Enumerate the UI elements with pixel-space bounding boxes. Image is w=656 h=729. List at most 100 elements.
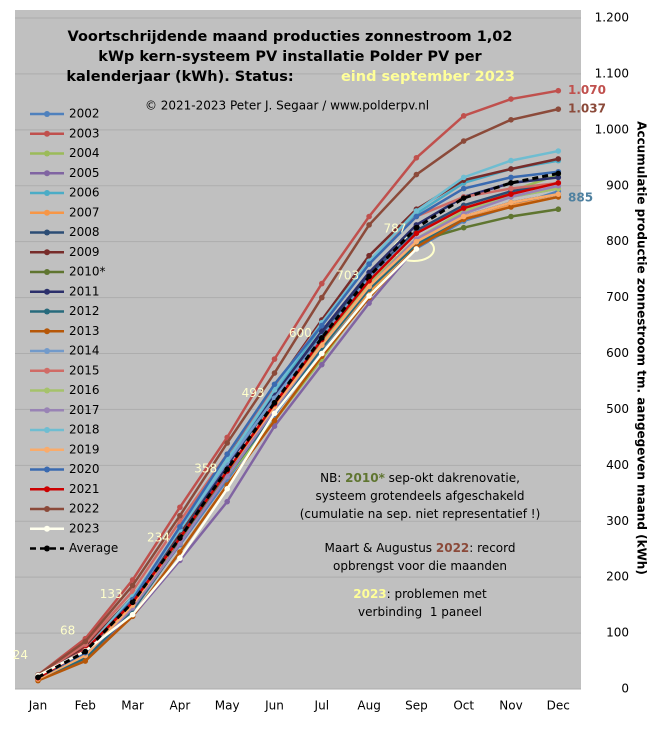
series-line bbox=[37, 107, 559, 677]
note: (cumulatie na sep. niet representatief !… bbox=[300, 507, 541, 521]
y-tick-label: 600 bbox=[606, 346, 629, 360]
x-tick-label: Nov bbox=[499, 699, 522, 713]
data-label: 787 bbox=[383, 221, 406, 235]
point bbox=[319, 328, 325, 334]
point bbox=[129, 611, 136, 618]
point bbox=[508, 213, 514, 220]
series-line bbox=[37, 192, 559, 681]
note: verbinding 1 paneel bbox=[358, 605, 482, 619]
legend-marker bbox=[44, 209, 50, 216]
x-tick-label: Jun bbox=[264, 699, 284, 713]
point bbox=[35, 674, 41, 681]
point bbox=[319, 322, 325, 329]
point bbox=[366, 293, 372, 299]
point bbox=[508, 157, 514, 164]
point bbox=[319, 294, 325, 301]
end-label: 1.037 bbox=[568, 102, 606, 116]
legend-label: 2015 bbox=[69, 363, 100, 377]
y-tick-label: 0 bbox=[621, 682, 629, 696]
point bbox=[271, 417, 278, 424]
point bbox=[366, 273, 372, 280]
note: systeem grotendeels afgeschakeld bbox=[316, 489, 525, 503]
legend-label: 2023 bbox=[69, 521, 100, 535]
point bbox=[413, 154, 420, 161]
legend-label: 2006 bbox=[69, 186, 100, 200]
x-tick-label: Apr bbox=[170, 699, 191, 713]
point bbox=[508, 191, 514, 197]
note: NB: 2010* sep-okt dakrenovatie, bbox=[320, 471, 520, 485]
point bbox=[224, 451, 230, 457]
point bbox=[271, 399, 278, 406]
x-tick-label: Oct bbox=[453, 699, 474, 713]
point bbox=[460, 205, 467, 211]
point bbox=[555, 148, 562, 154]
x-tick-label: Jul bbox=[314, 699, 329, 713]
point bbox=[460, 185, 467, 192]
point bbox=[177, 555, 183, 561]
point bbox=[366, 300, 372, 306]
legend-label: 2020 bbox=[69, 462, 100, 476]
point bbox=[177, 535, 183, 541]
legend-marker bbox=[44, 269, 50, 275]
point bbox=[224, 466, 230, 473]
legend-label: 2005 bbox=[69, 166, 100, 180]
x-tick-label: Sep bbox=[405, 699, 428, 713]
point bbox=[224, 440, 230, 446]
point bbox=[460, 174, 467, 181]
legend-label: 2007 bbox=[69, 205, 100, 219]
legend-label: 2011 bbox=[69, 284, 100, 298]
chart-title: Voortschrijdende maand producties zonnes… bbox=[68, 29, 513, 45]
legend-label: Average bbox=[69, 541, 118, 555]
legend-marker bbox=[44, 288, 50, 295]
legend-marker bbox=[44, 249, 50, 256]
point bbox=[508, 116, 514, 123]
series-line bbox=[37, 195, 559, 682]
x-tick-label: May bbox=[215, 699, 240, 713]
point bbox=[177, 504, 183, 511]
chart-title: kWp kern-systeem PV installatie Polder P… bbox=[98, 49, 482, 65]
legend-label: 2014 bbox=[69, 344, 100, 358]
y-tick-label: 1.200 bbox=[595, 11, 629, 25]
data-label: 133 bbox=[100, 587, 123, 601]
x-tick-label: Dec bbox=[547, 699, 570, 713]
point bbox=[460, 195, 467, 201]
point bbox=[366, 222, 372, 228]
legend-label: 2009 bbox=[69, 245, 100, 259]
point bbox=[413, 230, 420, 237]
y-tick-label: 400 bbox=[606, 458, 629, 472]
point bbox=[460, 224, 467, 231]
point bbox=[366, 283, 372, 290]
point bbox=[129, 588, 136, 594]
legend-marker bbox=[44, 446, 50, 453]
x-tick-label: Mar bbox=[121, 699, 144, 713]
point bbox=[555, 191, 562, 197]
legend-label: 2021 bbox=[69, 482, 100, 496]
point bbox=[508, 166, 514, 172]
legend-marker bbox=[44, 190, 50, 196]
legend-marker bbox=[44, 170, 50, 177]
point bbox=[460, 138, 467, 144]
plot-area bbox=[15, 10, 581, 689]
legend-label: 2010* bbox=[69, 265, 106, 279]
point bbox=[508, 199, 514, 206]
point bbox=[508, 180, 514, 186]
legend-label: 2004 bbox=[69, 146, 100, 160]
legend-marker bbox=[44, 506, 50, 512]
point bbox=[319, 361, 325, 368]
point bbox=[366, 269, 372, 276]
point bbox=[224, 486, 230, 492]
point bbox=[82, 638, 89, 645]
copyright: © 2021-2023 Peter J. Segaar / www.polder… bbox=[145, 99, 429, 113]
legend-marker bbox=[44, 407, 50, 414]
data-label: 493 bbox=[242, 386, 265, 400]
legend-marker bbox=[44, 348, 50, 354]
point bbox=[555, 206, 562, 213]
note-part: NB: bbox=[320, 471, 345, 485]
legend-marker bbox=[44, 229, 50, 236]
legend-label: 2019 bbox=[69, 442, 100, 456]
legend-label: 2018 bbox=[69, 423, 100, 437]
x-tick-label: Aug bbox=[357, 699, 380, 713]
point bbox=[129, 582, 136, 589]
y-tick-label: 500 bbox=[606, 402, 629, 416]
note-part: : record bbox=[469, 541, 515, 555]
